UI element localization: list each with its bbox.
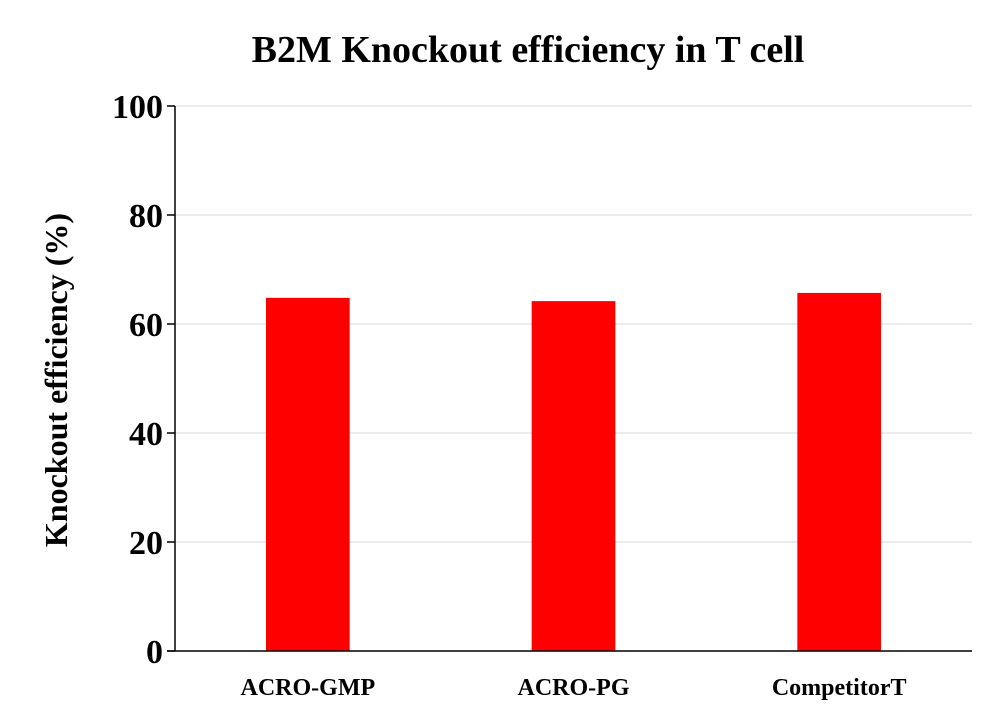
y-axis-label: Knockout efficiency (%) bbox=[38, 213, 74, 547]
y-tick-label: 40 bbox=[129, 416, 163, 453]
y-tick-label: 60 bbox=[129, 307, 163, 344]
x-tick-labels: ACRO-GMP ACRO-PG CompetitorT bbox=[241, 675, 907, 701]
chart-title: B2M Knockout efficiency in T cell bbox=[252, 29, 805, 71]
y-tick-label: 0 bbox=[146, 634, 163, 671]
axes bbox=[167, 105, 972, 652]
bars bbox=[265, 292, 882, 651]
x-tick-label: CompetitorT bbox=[772, 675, 907, 701]
x-tick-label: ACRO-GMP bbox=[241, 675, 376, 701]
bar-competitort bbox=[797, 292, 882, 651]
bar-acro-pg bbox=[531, 301, 616, 651]
y-tick-labels: 0 20 40 60 80 100 bbox=[112, 89, 163, 671]
bar-acro-gmp bbox=[265, 297, 350, 651]
y-tick-label: 20 bbox=[129, 525, 163, 562]
y-tick-label: 100 bbox=[112, 89, 163, 126]
x-tick-label: ACRO-PG bbox=[518, 675, 630, 701]
y-tick-label: 80 bbox=[129, 198, 163, 235]
